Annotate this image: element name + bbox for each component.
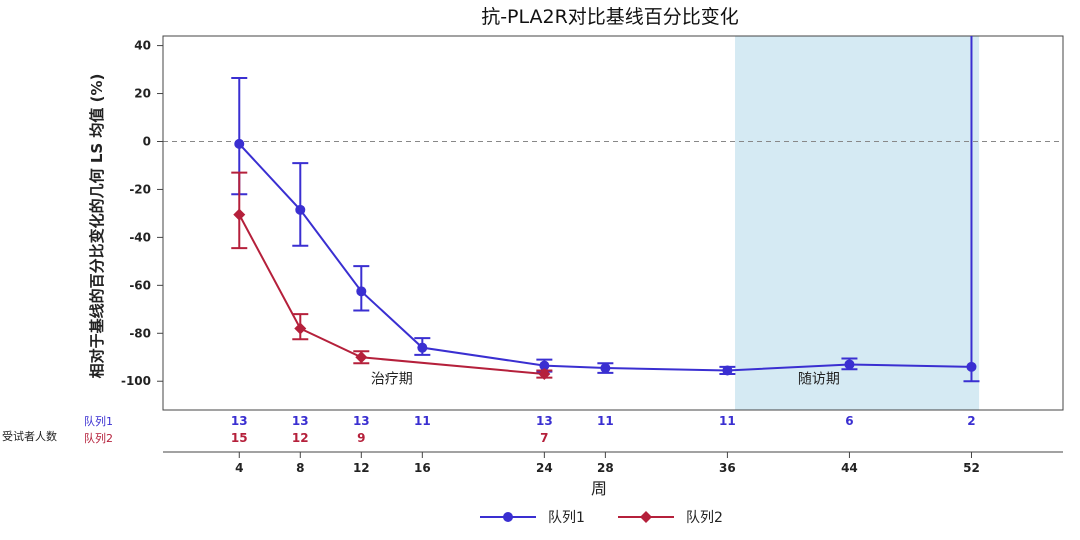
data-point	[233, 208, 246, 221]
x-tick-label: 28	[597, 461, 614, 475]
data-point	[538, 368, 551, 381]
data-point	[295, 204, 306, 215]
series-2	[231, 171, 553, 381]
subjects-count: 6	[845, 414, 853, 428]
legend: 队列1 队列2	[480, 510, 723, 526]
data-point	[539, 360, 550, 371]
data-point	[294, 322, 307, 335]
subjects-count: 11	[414, 414, 431, 428]
x-axis-label: 周	[591, 479, 607, 498]
y-tick-label: 40	[134, 39, 151, 53]
subjects-count: 13	[353, 414, 370, 428]
data-point	[600, 363, 611, 374]
x-tick-label: 52	[963, 461, 980, 475]
subjects-row-name: 队列1	[84, 414, 113, 428]
subjects-count: 13	[536, 414, 553, 428]
legend-label: 队列1	[548, 510, 585, 526]
x-tick-label: 36	[719, 461, 736, 475]
x-tick-label: 4	[235, 461, 243, 475]
x-tick-label: 44	[841, 461, 858, 475]
x-axis: 4 8 12 16 24 28 36 44 52	[163, 451, 1063, 475]
subjects-count: 2	[967, 414, 975, 428]
subjects-count: 7	[540, 431, 548, 445]
y-tick-label: -80	[129, 326, 151, 340]
legend-item-2: 队列2	[618, 510, 723, 526]
x-tick-label: 24	[536, 461, 553, 475]
data-point	[844, 359, 855, 370]
subjects-table: 受试者人数 队列1 13 13 13 11 13 11 11 6 2 队列2 15 12 9 7	[2, 414, 976, 445]
data-point	[417, 342, 428, 353]
subjects-table-label: 受试者人数	[2, 430, 57, 443]
y-axis-label: 相对于基线的百分比变化的几何 LS 均值 (%)	[88, 74, 106, 379]
phase-shading	[735, 36, 980, 410]
legend-item-1: 队列1	[480, 510, 585, 526]
phase-shade-1	[735, 36, 980, 410]
legend-marker	[503, 512, 513, 522]
x-tick-label: 16	[414, 461, 431, 475]
y-tick-label: -40	[129, 230, 151, 244]
data-point	[356, 286, 367, 297]
subjects-count: 9	[357, 431, 365, 445]
phase-label-0: 治疗期	[371, 372, 413, 388]
subjects-count: 13	[292, 414, 309, 428]
plot-frame	[162, 35, 1064, 411]
phase-label-1: 随访期	[798, 372, 840, 388]
y-tick-label: 0	[143, 134, 151, 148]
legend-label: 队列2	[686, 510, 723, 526]
data-point	[355, 351, 368, 364]
y-axis: 40 20 0 -20 -40 -60 -80 -100	[121, 39, 163, 388]
x-tick-label: 8	[296, 461, 304, 475]
data-point	[234, 138, 245, 149]
subjects-count: 11	[597, 414, 614, 428]
subjects-count: 13	[231, 414, 248, 428]
chart-title: 抗-PLA2R对比基线百分比变化	[481, 6, 739, 28]
subjects-count: 11	[719, 414, 736, 428]
series-1	[231, 36, 980, 383]
series-layer	[231, 36, 980, 383]
y-tick-label: -100	[121, 374, 151, 388]
x-tick-label: 12	[353, 461, 370, 475]
data-point	[966, 361, 977, 372]
data-point	[722, 365, 733, 376]
series-line	[238, 214, 545, 376]
y-tick-label: 20	[134, 87, 151, 101]
y-tick-label: -60	[129, 278, 151, 292]
legend-marker	[640, 511, 652, 523]
subjects-count: 15	[231, 431, 248, 445]
subjects-row-name: 队列2	[84, 431, 113, 445]
phase-labels: 治疗期 随访期	[371, 372, 840, 388]
subjects-count: 12	[292, 431, 309, 445]
y-tick-label: -20	[129, 182, 151, 196]
